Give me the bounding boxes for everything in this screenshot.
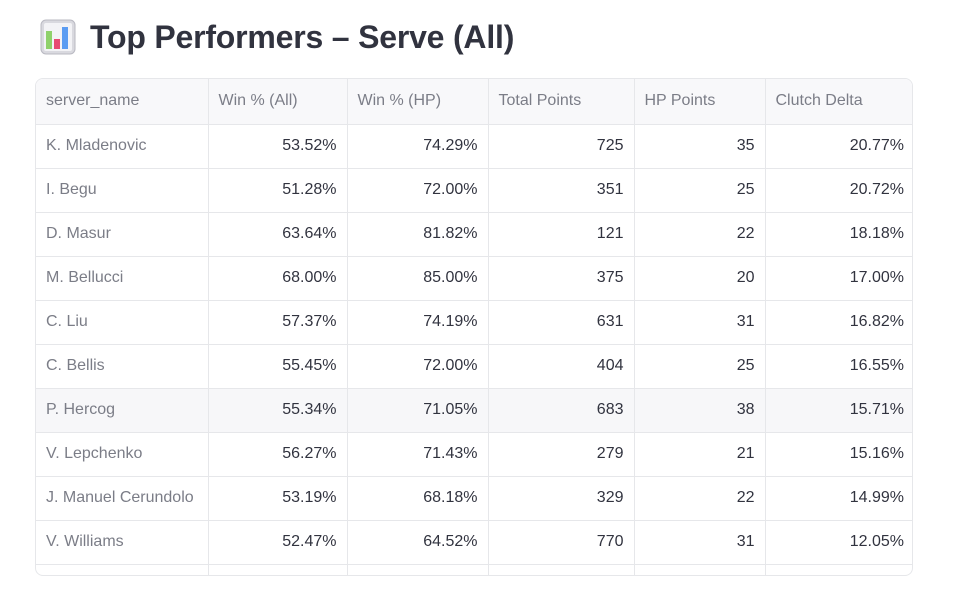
data-table[interactable]: server_name Win % (All) Win % (HP) Total… <box>35 78 913 576</box>
cell-win-all[interactable] <box>208 564 348 575</box>
cell-total-points[interactable]: 279 <box>488 432 635 477</box>
cell-clutch-delta[interactable]: 12.05% <box>765 520 912 565</box>
table-row: V. Lepchenko 56.27% 71.43% 279 21 15.16% <box>36 432 912 477</box>
cell-win-hp[interactable]: 68.18% <box>347 476 489 521</box>
bar-chart-icon <box>40 19 76 55</box>
cell-hp-points[interactable]: 35 <box>634 124 766 169</box>
cell-total-points[interactable]: 770 <box>488 520 635 565</box>
page-title: Top Performers – Serve (All) <box>90 18 515 55</box>
table-row-hovered: P. Hercog 55.34% 71.05% 683 38 15.71% <box>36 388 912 433</box>
cell-win-hp[interactable] <box>347 564 489 575</box>
cell-hp-points[interactable] <box>634 564 766 575</box>
table-row: K. Mladenovic 53.52% 74.29% 725 35 20.77… <box>36 124 912 169</box>
cell-server-name[interactable]: P. Hercog <box>36 388 209 433</box>
table-row: I. Begu 51.28% 72.00% 351 25 20.72% <box>36 168 912 213</box>
cell-clutch-delta[interactable]: 17.00% <box>765 256 912 301</box>
cell-hp-points[interactable]: 38 <box>634 388 766 433</box>
cell-server-name[interactable]: J. Manuel Cerundolo <box>36 476 209 521</box>
table-header-row: server_name Win % (All) Win % (HP) Total… <box>36 79 912 125</box>
cell-hp-points[interactable]: 25 <box>634 168 766 213</box>
cell-hp-points[interactable]: 31 <box>634 300 766 345</box>
cell-win-hp[interactable]: 71.05% <box>347 388 489 433</box>
cell-win-all[interactable]: 63.64% <box>208 212 348 257</box>
cell-win-all[interactable]: 53.19% <box>208 476 348 521</box>
cell-win-all[interactable]: 51.28% <box>208 168 348 213</box>
cell-win-hp[interactable]: 64.52% <box>347 520 489 565</box>
cell-total-points[interactable]: 121 <box>488 212 635 257</box>
cell-server-name[interactable]: C. Bellis <box>36 344 209 389</box>
cell-win-hp[interactable]: 74.29% <box>347 124 489 169</box>
cell-hp-points[interactable]: 20 <box>634 256 766 301</box>
table-row: C. Bellis 55.45% 72.00% 404 25 16.55% <box>36 344 912 389</box>
cell-win-all[interactable]: 53.52% <box>208 124 348 169</box>
cell-hp-points[interactable]: 22 <box>634 212 766 257</box>
table-row: M. Bellucci 68.00% 85.00% 375 20 17.00% <box>36 256 912 301</box>
cell-win-all[interactable]: 57.37% <box>208 300 348 345</box>
cell-clutch-delta[interactable]: 18.18% <box>765 212 912 257</box>
cell-clutch-delta[interactable]: 16.55% <box>765 344 912 389</box>
cell-server-name[interactable]: V. Williams <box>36 520 209 565</box>
cell-hp-points[interactable]: 25 <box>634 344 766 389</box>
cell-win-all[interactable]: 56.27% <box>208 432 348 477</box>
cell-hp-points[interactable]: 21 <box>634 432 766 477</box>
cell-server-name[interactable] <box>36 564 209 575</box>
cell-win-hp[interactable]: 74.19% <box>347 300 489 345</box>
cell-hp-points[interactable]: 31 <box>634 520 766 565</box>
column-header-win-all[interactable]: Win % (All) <box>208 79 348 125</box>
cell-win-hp[interactable]: 85.00% <box>347 256 489 301</box>
cell-clutch-delta[interactable]: 15.71% <box>765 388 912 433</box>
table-row-partial <box>36 564 912 575</box>
cell-hp-points[interactable]: 22 <box>634 476 766 521</box>
page-header: Top Performers – Serve (All) <box>40 14 514 60</box>
table-row: J. Manuel Cerundolo 53.19% 68.18% 329 22… <box>36 476 912 521</box>
cell-total-points[interactable]: 375 <box>488 256 635 301</box>
cell-win-all[interactable]: 52.47% <box>208 520 348 565</box>
cell-win-all[interactable]: 55.34% <box>208 388 348 433</box>
cell-win-hp[interactable]: 72.00% <box>347 168 489 213</box>
column-header-hp-points[interactable]: HP Points <box>634 79 766 125</box>
column-header-clutch-delta[interactable]: Clutch Delta <box>765 79 912 125</box>
table-row: D. Masur 63.64% 81.82% 121 22 18.18% <box>36 212 912 257</box>
cell-total-points[interactable]: 329 <box>488 476 635 521</box>
cell-clutch-delta[interactable]: 20.72% <box>765 168 912 213</box>
column-header-server-name[interactable]: server_name <box>36 79 209 125</box>
cell-total-points[interactable]: 683 <box>488 388 635 433</box>
cell-win-hp[interactable]: 72.00% <box>347 344 489 389</box>
cell-server-name[interactable]: M. Bellucci <box>36 256 209 301</box>
cell-server-name[interactable]: D. Masur <box>36 212 209 257</box>
cell-server-name[interactable]: C. Liu <box>36 300 209 345</box>
cell-total-points[interactable]: 631 <box>488 300 635 345</box>
table-row: C. Liu 57.37% 74.19% 631 31 16.82% <box>36 300 912 345</box>
column-header-win-hp[interactable]: Win % (HP) <box>347 79 489 125</box>
cell-clutch-delta[interactable]: 16.82% <box>765 300 912 345</box>
cell-win-all[interactable]: 55.45% <box>208 344 348 389</box>
cell-total-points[interactable] <box>488 564 635 575</box>
cell-win-hp[interactable]: 71.43% <box>347 432 489 477</box>
cell-server-name[interactable]: V. Lepchenko <box>36 432 209 477</box>
cell-clutch-delta[interactable]: 14.99% <box>765 476 912 521</box>
column-header-total-points[interactable]: Total Points <box>488 79 635 125</box>
cell-total-points[interactable]: 725 <box>488 124 635 169</box>
cell-total-points[interactable]: 351 <box>488 168 635 213</box>
table-row: V. Williams 52.47% 64.52% 770 31 12.05% <box>36 520 912 565</box>
cell-win-hp[interactable]: 81.82% <box>347 212 489 257</box>
cell-clutch-delta[interactable] <box>765 564 912 575</box>
cell-server-name[interactable]: I. Begu <box>36 168 209 213</box>
cell-win-all[interactable]: 68.00% <box>208 256 348 301</box>
cell-total-points[interactable]: 404 <box>488 344 635 389</box>
cell-clutch-delta[interactable]: 20.77% <box>765 124 912 169</box>
cell-clutch-delta[interactable]: 15.16% <box>765 432 912 477</box>
cell-server-name[interactable]: K. Mladenovic <box>36 124 209 169</box>
